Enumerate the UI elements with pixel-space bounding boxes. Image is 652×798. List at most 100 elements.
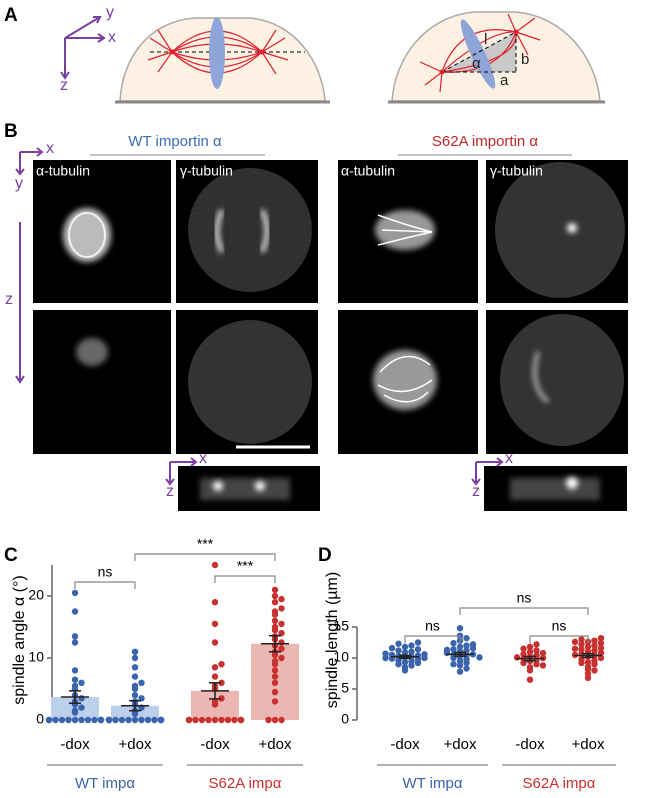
panel-label: B bbox=[4, 121, 18, 142]
data-point bbox=[211, 664, 219, 671]
panel-label: C bbox=[4, 545, 18, 566]
x-tick-label: +dox bbox=[444, 736, 477, 753]
data-point bbox=[388, 644, 396, 652]
data-point bbox=[118, 716, 126, 724]
significance-bracket bbox=[214, 575, 276, 583]
x-tick-label: +dox bbox=[572, 736, 605, 753]
data-point bbox=[151, 716, 158, 724]
data-point bbox=[211, 620, 219, 628]
data-point bbox=[211, 698, 219, 705]
data-point bbox=[382, 650, 389, 657]
y-tick-label: 0 bbox=[341, 711, 349, 727]
y-tick-label: 20 bbox=[28, 587, 44, 603]
data-point bbox=[71, 633, 79, 640]
data-point bbox=[591, 642, 598, 649]
data-point bbox=[271, 617, 279, 624]
significance-label: ns bbox=[98, 564, 113, 580]
data-point bbox=[278, 620, 285, 628]
group-label: S62A impα bbox=[523, 775, 596, 792]
data-point bbox=[414, 646, 422, 653]
data-point bbox=[131, 673, 139, 680]
data-point bbox=[211, 561, 219, 569]
x-tick-label: -dox bbox=[390, 736, 420, 753]
significance-label: ns bbox=[425, 618, 440, 634]
data-point bbox=[571, 645, 579, 652]
axis-label: x bbox=[46, 140, 54, 157]
data-point bbox=[78, 716, 85, 724]
data-point bbox=[52, 716, 59, 724]
data-point bbox=[224, 716, 232, 724]
stain-label: γ-tubulin bbox=[180, 163, 233, 179]
data-point bbox=[265, 716, 272, 724]
axis-label: y bbox=[106, 4, 114, 21]
data-point bbox=[526, 664, 534, 671]
data-point bbox=[271, 608, 279, 615]
data-point bbox=[71, 707, 79, 714]
axes-arrows bbox=[15, 147, 504, 486]
geometry-label: α bbox=[472, 55, 481, 72]
data-point bbox=[211, 673, 219, 680]
axis-label: x bbox=[108, 29, 116, 46]
data-point bbox=[526, 648, 534, 655]
data-point bbox=[450, 646, 457, 653]
data-point bbox=[401, 649, 409, 656]
significance-label: ns bbox=[517, 590, 532, 606]
data-point bbox=[278, 630, 285, 637]
condition-header: WT importin α bbox=[128, 133, 222, 150]
axis-label: z bbox=[60, 77, 68, 94]
data-point bbox=[526, 676, 534, 683]
cell-schematic-tilted bbox=[388, 11, 605, 104]
axis-label: z bbox=[472, 483, 480, 500]
data-point bbox=[456, 643, 464, 651]
data-point bbox=[271, 657, 279, 665]
data-point bbox=[597, 649, 605, 657]
data-point bbox=[65, 716, 72, 724]
axis-label: x bbox=[505, 450, 513, 467]
data-point bbox=[533, 647, 540, 654]
data-point bbox=[578, 636, 585, 643]
data-point bbox=[105, 716, 113, 724]
x-tick-label: -dox bbox=[515, 736, 545, 753]
axes-arrows bbox=[60, 16, 106, 80]
data-point bbox=[591, 667, 598, 674]
data-point bbox=[211, 716, 219, 724]
data-point bbox=[131, 664, 139, 671]
axis-label: y bbox=[15, 175, 23, 192]
axis-label: z bbox=[166, 483, 174, 500]
data-point bbox=[271, 623, 279, 631]
data-point bbox=[526, 643, 534, 651]
y-axis-label: spindle length (µm) bbox=[324, 572, 341, 708]
data-point bbox=[71, 589, 79, 597]
data-point bbox=[401, 643, 409, 651]
significance-bracket bbox=[74, 581, 136, 589]
panel-label: A bbox=[4, 5, 18, 26]
data-point bbox=[138, 716, 145, 724]
data-point bbox=[408, 642, 415, 649]
data-point bbox=[539, 662, 547, 669]
data-point bbox=[450, 661, 457, 668]
y-axis-label: spindle angle α (°) bbox=[11, 575, 28, 705]
axis-label: z bbox=[5, 291, 13, 308]
y-tick-label: 10 bbox=[333, 649, 349, 665]
data-point bbox=[571, 638, 579, 646]
data-point bbox=[539, 649, 547, 657]
data-point bbox=[97, 716, 105, 724]
data-point bbox=[271, 688, 279, 696]
significance-bracket bbox=[134, 553, 276, 561]
data-point bbox=[278, 605, 285, 612]
group-label: WT impα bbox=[75, 775, 135, 792]
data-point bbox=[71, 639, 79, 646]
data-point bbox=[131, 654, 139, 662]
data-point bbox=[131, 716, 139, 724]
x-tick-label: -dox bbox=[200, 736, 230, 753]
data-point bbox=[218, 716, 225, 724]
data-point bbox=[71, 716, 79, 724]
x-tick-label: +dox bbox=[259, 736, 292, 753]
data-point bbox=[456, 668, 464, 675]
data-point bbox=[476, 654, 483, 661]
data-point bbox=[78, 704, 85, 711]
axis-label: x bbox=[199, 450, 207, 467]
group-label: S62A impα bbox=[209, 775, 282, 792]
data-point bbox=[456, 625, 464, 632]
micrograph-images bbox=[33, 160, 628, 511]
